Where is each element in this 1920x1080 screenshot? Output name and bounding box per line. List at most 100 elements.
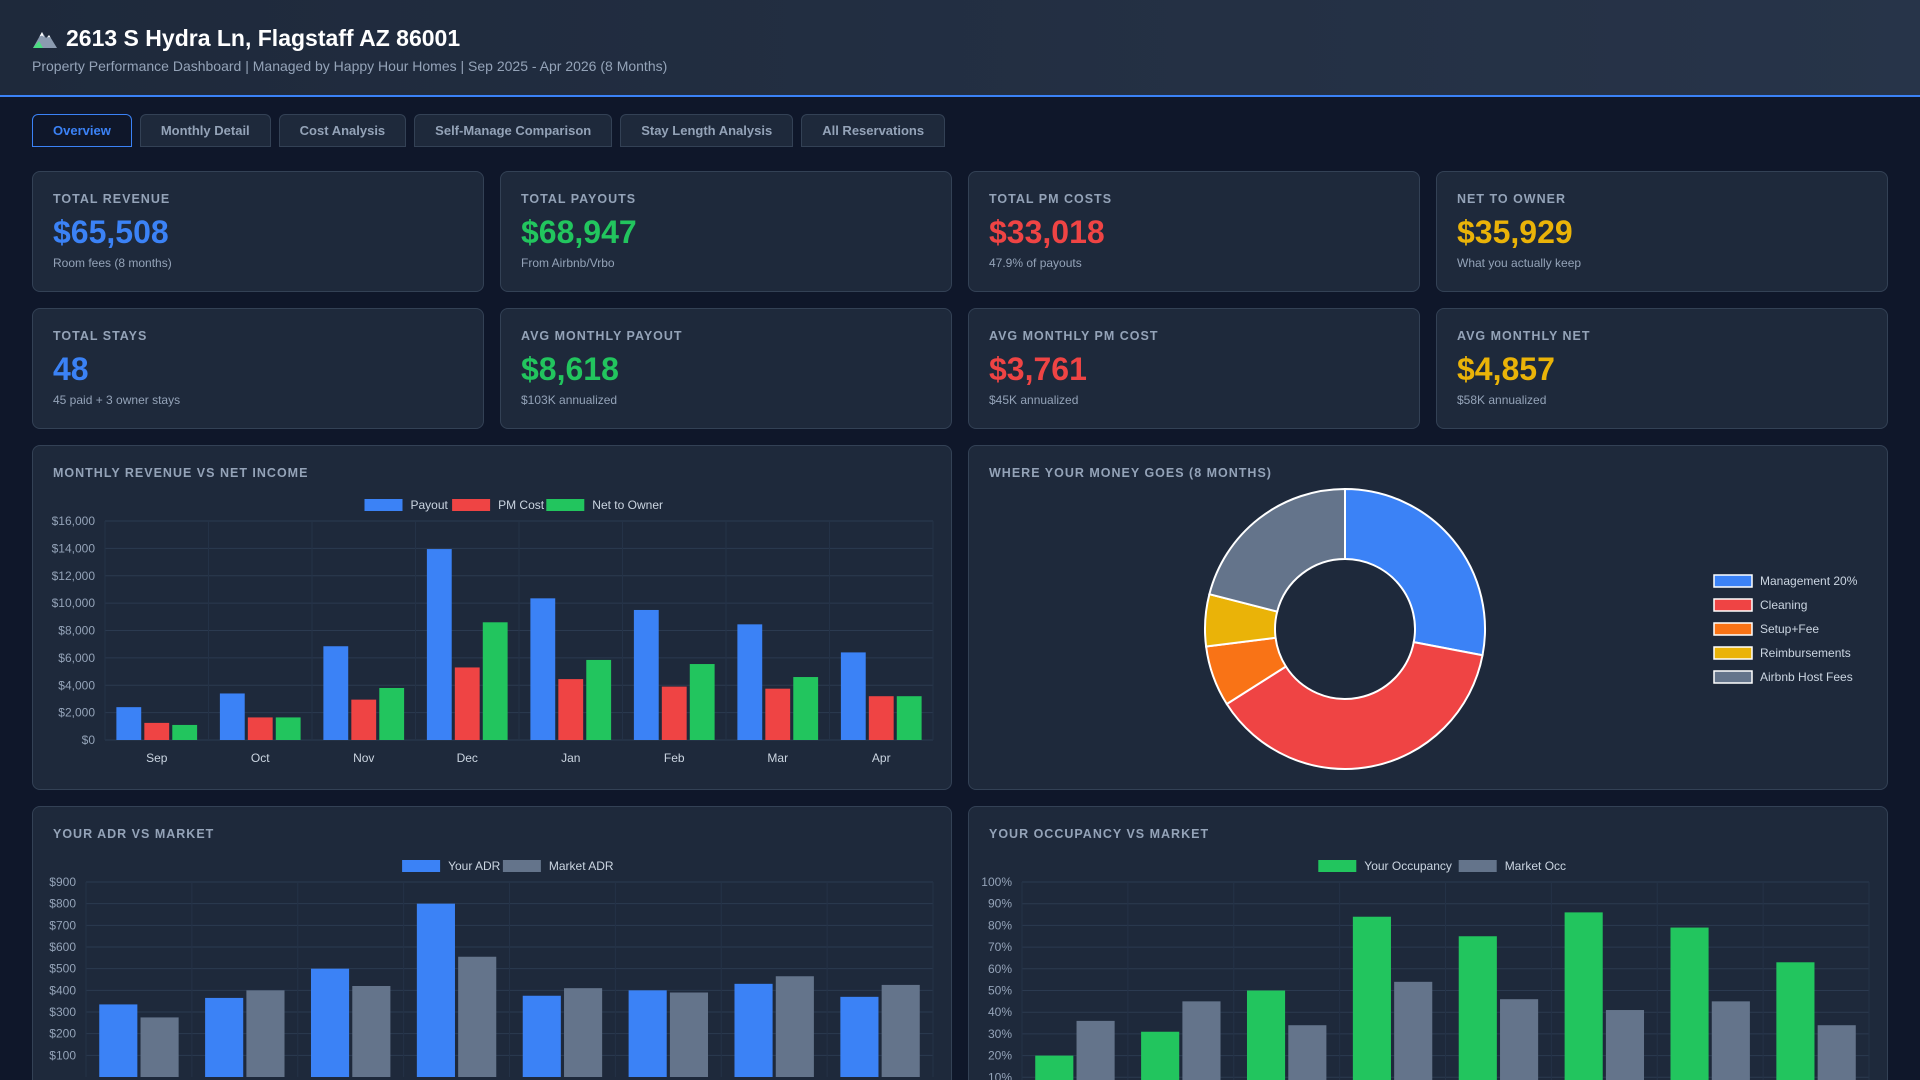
tab-monthly-detail[interactable]: Monthly Detail <box>139 114 271 147</box>
y-tick-label: 30% <box>988 1027 1012 1041</box>
bar-your-occupancy <box>1458 936 1497 1080</box>
legend-label: Your ADR <box>448 859 501 873</box>
bar-payout <box>219 693 245 740</box>
bar-net-to-owner <box>275 717 301 740</box>
y-tick-label: 70% <box>988 940 1012 954</box>
y-tick-label: $14,000 <box>52 541 96 555</box>
bar-your-adr <box>840 996 879 1077</box>
y-tick-label: 80% <box>988 918 1012 932</box>
y-tick-label: $10,000 <box>52 596 96 610</box>
kpi-total-payouts: TOTAL PAYOUTS $68,947 From Airbnb/Vrbo <box>500 171 952 292</box>
y-tick-label: $6,000 <box>58 651 95 665</box>
bar-payout <box>530 598 556 740</box>
y-tick-label: 10% <box>988 1070 1012 1080</box>
kpi-value: $4,857 <box>1457 351 1555 387</box>
legend-swatch <box>1713 598 1753 612</box>
y-tick-label: $600 <box>49 940 76 954</box>
bar-your-adr <box>416 903 455 1077</box>
page-title: 2613 S Hydra Ln, Flagstaff AZ 86001 <box>32 22 1888 54</box>
x-tick-label: Apr <box>872 751 891 765</box>
legend-label: Market ADR <box>549 859 614 873</box>
kpi-note: $103K annualized <box>521 393 618 407</box>
x-tick-label: Jan <box>561 751 580 765</box>
kpi-label: TOTAL STAYS <box>53 329 148 343</box>
panel-title: YOUR ADR VS MARKET <box>53 827 215 841</box>
kpi-label: AVG MONTHLY PM COST <box>989 329 1159 343</box>
legend-swatch <box>1713 646 1753 660</box>
y-tick-label: 100% <box>981 875 1012 889</box>
tab-overview[interactable]: Overview <box>32 114 132 147</box>
chart-legend: Management 20% Cleaning Setup+Fee Reimburse… <box>1713 574 1858 684</box>
bar-pm-cost <box>765 688 791 740</box>
x-tick-label: Mar <box>767 751 788 765</box>
adr-vs-market-chart: Your ADR Market ADR $100 $200 $300 $400 $500 $6… <box>49 859 934 1077</box>
kpi-note: What you actually keep <box>1457 256 1582 270</box>
bar-your-occupancy <box>1564 912 1603 1080</box>
panel-title: MONTHLY REVENUE VS NET INCOME <box>53 466 309 480</box>
mountain-icon <box>32 27 58 49</box>
y-tick-label: $900 <box>49 875 76 889</box>
y-tick-label: $8,000 <box>58 624 95 638</box>
bar-market-adr <box>881 984 920 1077</box>
y-tick-label: $700 <box>49 918 76 932</box>
bar-net-to-owner <box>793 677 819 740</box>
y-tick-label: $100 <box>49 1048 76 1062</box>
panel-title: WHERE YOUR MONEY GOES (8 MONTHS) <box>989 466 1272 480</box>
tab-all-reservations[interactable]: All Reservations <box>801 114 946 147</box>
slice-management-20 <box>1344 487 1486 657</box>
kpi-value: $65,508 <box>53 214 169 250</box>
bar-pm-cost <box>454 667 480 740</box>
bar-your-adr <box>628 990 667 1077</box>
kpi-net-to-owner: NET TO OWNER $35,929 What you actually k… <box>1436 171 1888 292</box>
property-address: 2613 S Hydra Ln, Flagstaff AZ 86001 <box>66 24 461 51</box>
x-tick-label: Dec <box>457 751 478 765</box>
bar-your-occupancy <box>1670 927 1709 1080</box>
bar-market-adr <box>140 1017 179 1077</box>
kpi-note: From Airbnb/Vrbo <box>521 256 615 270</box>
legend-swatch <box>452 499 491 511</box>
kpi-value: $68,947 <box>521 214 637 250</box>
legend-label: Payout <box>411 498 449 512</box>
tab-cost-analysis[interactable]: Cost Analysis <box>278 114 407 147</box>
bar-your-occupancy <box>1352 916 1391 1080</box>
legend-swatch <box>1318 860 1357 872</box>
y-tick-label: $0 <box>82 733 96 747</box>
legend-label: Reimbursements <box>1760 646 1851 660</box>
kpi-total-stays: TOTAL STAYS 48 45 paid + 3 owner stays <box>32 308 484 429</box>
kpi-total-pm-costs: TOTAL PM COSTS $33,018 47.9% of payouts <box>968 171 1420 292</box>
kpi-label: NET TO OWNER <box>1457 192 1566 206</box>
bar-net-to-owner <box>689 664 715 740</box>
bar-your-adr <box>734 983 773 1077</box>
bar-net-to-owner <box>379 687 405 740</box>
kpi-label: AVG MONTHLY NET <box>1457 329 1591 343</box>
money-breakdown-donut: Management 20% Cleaning Setup+Fee Reimburse… <box>1204 487 1858 770</box>
kpi-label: TOTAL REVENUE <box>53 192 171 206</box>
kpi-label: TOTAL PAYOUTS <box>521 192 637 206</box>
kpi-note: $58K annualized <box>1457 393 1547 407</box>
legend-swatch <box>1713 622 1753 636</box>
tab-stay-length-analysis[interactable]: Stay Length Analysis <box>620 114 794 147</box>
kpi-label: AVG MONTHLY PAYOUT <box>521 329 683 343</box>
y-tick-label: 60% <box>988 962 1012 976</box>
chart-legend: Payout PM Cost Net to Owner <box>364 498 663 512</box>
chart-legend: Your ADR Market ADR <box>402 859 614 873</box>
kpi-avg-monthly-net: AVG MONTHLY NET $4,857 $58K annualized <box>1436 308 1888 429</box>
legend-label: Market Occ <box>1505 859 1566 873</box>
money-breakdown-panel: WHERE YOUR MONEY GOES (8 MONTHS) Managem… <box>968 445 1888 790</box>
kpi-label: TOTAL PM COSTS <box>989 192 1113 206</box>
bar-payout <box>426 549 452 740</box>
legend-label: PM Cost <box>498 498 545 512</box>
bar-payout <box>840 652 866 740</box>
bar-pm-cost <box>144 722 170 740</box>
occupancy-vs-market-chart: Your Occupancy Market Occ 10% 20% 30% 40% 50% 6… <box>981 859 1870 1080</box>
legend-swatch <box>1458 860 1497 872</box>
x-tick-label: Nov <box>353 751 374 765</box>
bar-net-to-owner <box>896 696 922 740</box>
kpi-note: Room fees (8 months) <box>53 256 172 270</box>
bar-market-occ <box>1182 1001 1221 1080</box>
occupancy-chart-panel: YOUR OCCUPANCY VS MARKET Your Occupancy M… <box>968 806 1888 1080</box>
adr-chart-panel: YOUR ADR VS MARKET Your ADR Market ADR $10… <box>32 806 952 1080</box>
legend-label: Net to Owner <box>592 498 663 512</box>
legend-swatch <box>1713 574 1753 588</box>
tab-self-manage-comparison[interactable]: Self-Manage Comparison <box>414 114 613 147</box>
